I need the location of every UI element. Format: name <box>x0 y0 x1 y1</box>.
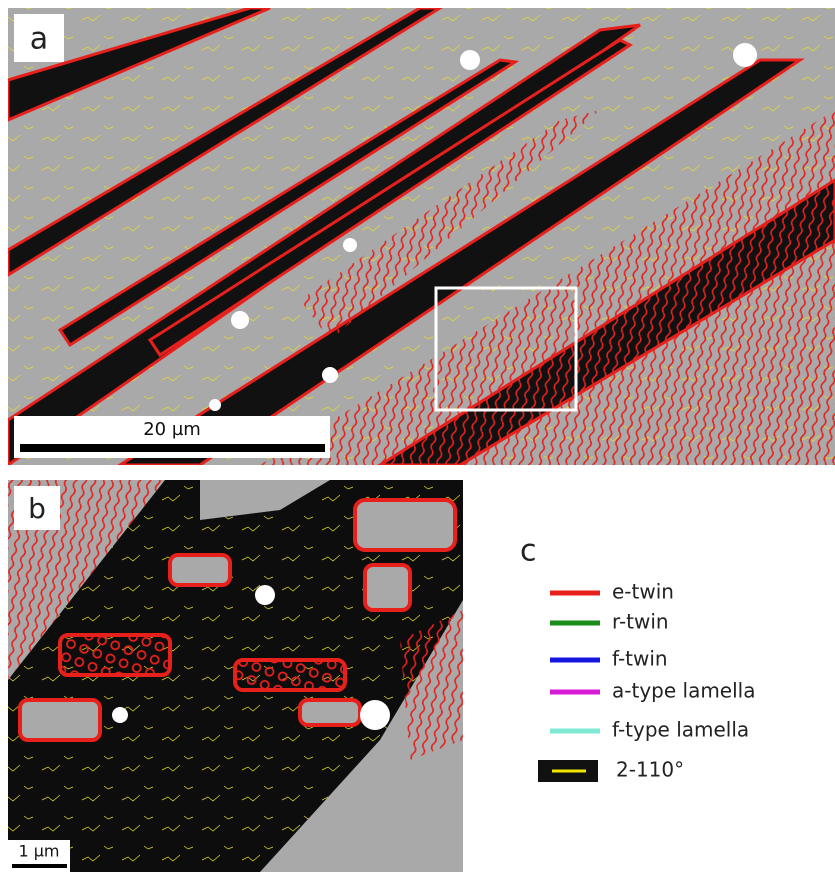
legend-entry: r-twin <box>612 610 669 634</box>
legend-entry: f-type lamella <box>612 718 749 742</box>
legend-label: c <box>520 534 537 569</box>
scale-bar-label: 1 µm <box>18 842 59 861</box>
panel-label: a <box>30 22 48 57</box>
panel-a-image: a 20 µm <box>8 8 835 465</box>
legend-entry: 2-110° <box>616 758 684 782</box>
figure: a 20 µm b 1 µm c e-twin r-twin f-twin a-typ… <box>0 0 835 872</box>
panel-b-image: b 1 µm <box>8 480 463 872</box>
scale-bar <box>12 864 67 868</box>
scale-bar-label: 20 µm <box>143 419 201 440</box>
legend-entry: a-type lamella <box>612 679 755 703</box>
scale-bar <box>20 444 325 452</box>
figure-svg: a 20 µm b 1 µm c e-twin r-twin f-twin a-typ… <box>0 0 835 872</box>
legend: e-twin r-twin f-twin a-type lamella f-type l… <box>538 580 755 783</box>
legend-entry: f-twin <box>612 647 668 671</box>
legend-entry: e-twin <box>612 580 674 604</box>
panel-label: b <box>28 492 46 525</box>
